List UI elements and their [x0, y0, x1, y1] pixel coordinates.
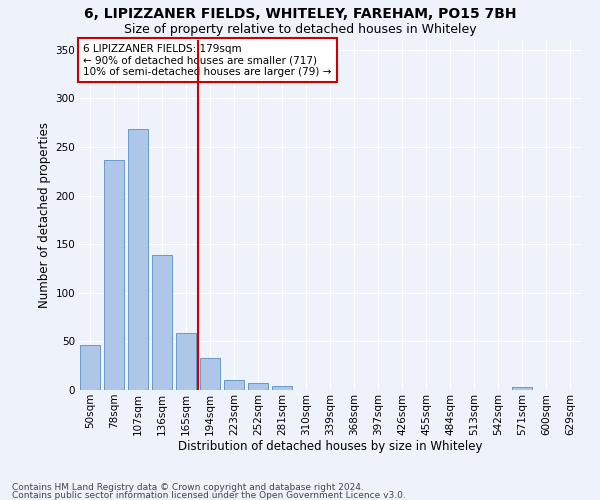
Bar — [176, 332, 196, 390]
Text: Contains public sector information licensed under the Open Government Licence v3: Contains public sector information licen… — [12, 490, 406, 500]
Text: 6, LIPIZZANER FIELDS, WHITELEY, FAREHAM, PO15 7BH: 6, LIPIZZANER FIELDS, WHITELEY, FAREHAM,… — [84, 8, 516, 22]
X-axis label: Distribution of detached houses by size in Whiteley: Distribution of detached houses by size … — [178, 440, 482, 454]
Bar — [248, 383, 268, 390]
Text: Contains HM Land Registry data © Crown copyright and database right 2024.: Contains HM Land Registry data © Crown c… — [12, 484, 364, 492]
Bar — [128, 130, 148, 390]
Text: 6 LIPIZZANER FIELDS: 179sqm
← 90% of detached houses are smaller (717)
10% of se: 6 LIPIZZANER FIELDS: 179sqm ← 90% of det… — [83, 44, 331, 76]
Bar — [104, 160, 124, 390]
Bar — [152, 255, 172, 390]
Text: Size of property relative to detached houses in Whiteley: Size of property relative to detached ho… — [124, 22, 476, 36]
Bar — [224, 380, 244, 390]
Bar — [512, 387, 532, 390]
Y-axis label: Number of detached properties: Number of detached properties — [38, 122, 52, 308]
Bar — [272, 386, 292, 390]
Bar — [80, 346, 100, 390]
Bar — [200, 358, 220, 390]
